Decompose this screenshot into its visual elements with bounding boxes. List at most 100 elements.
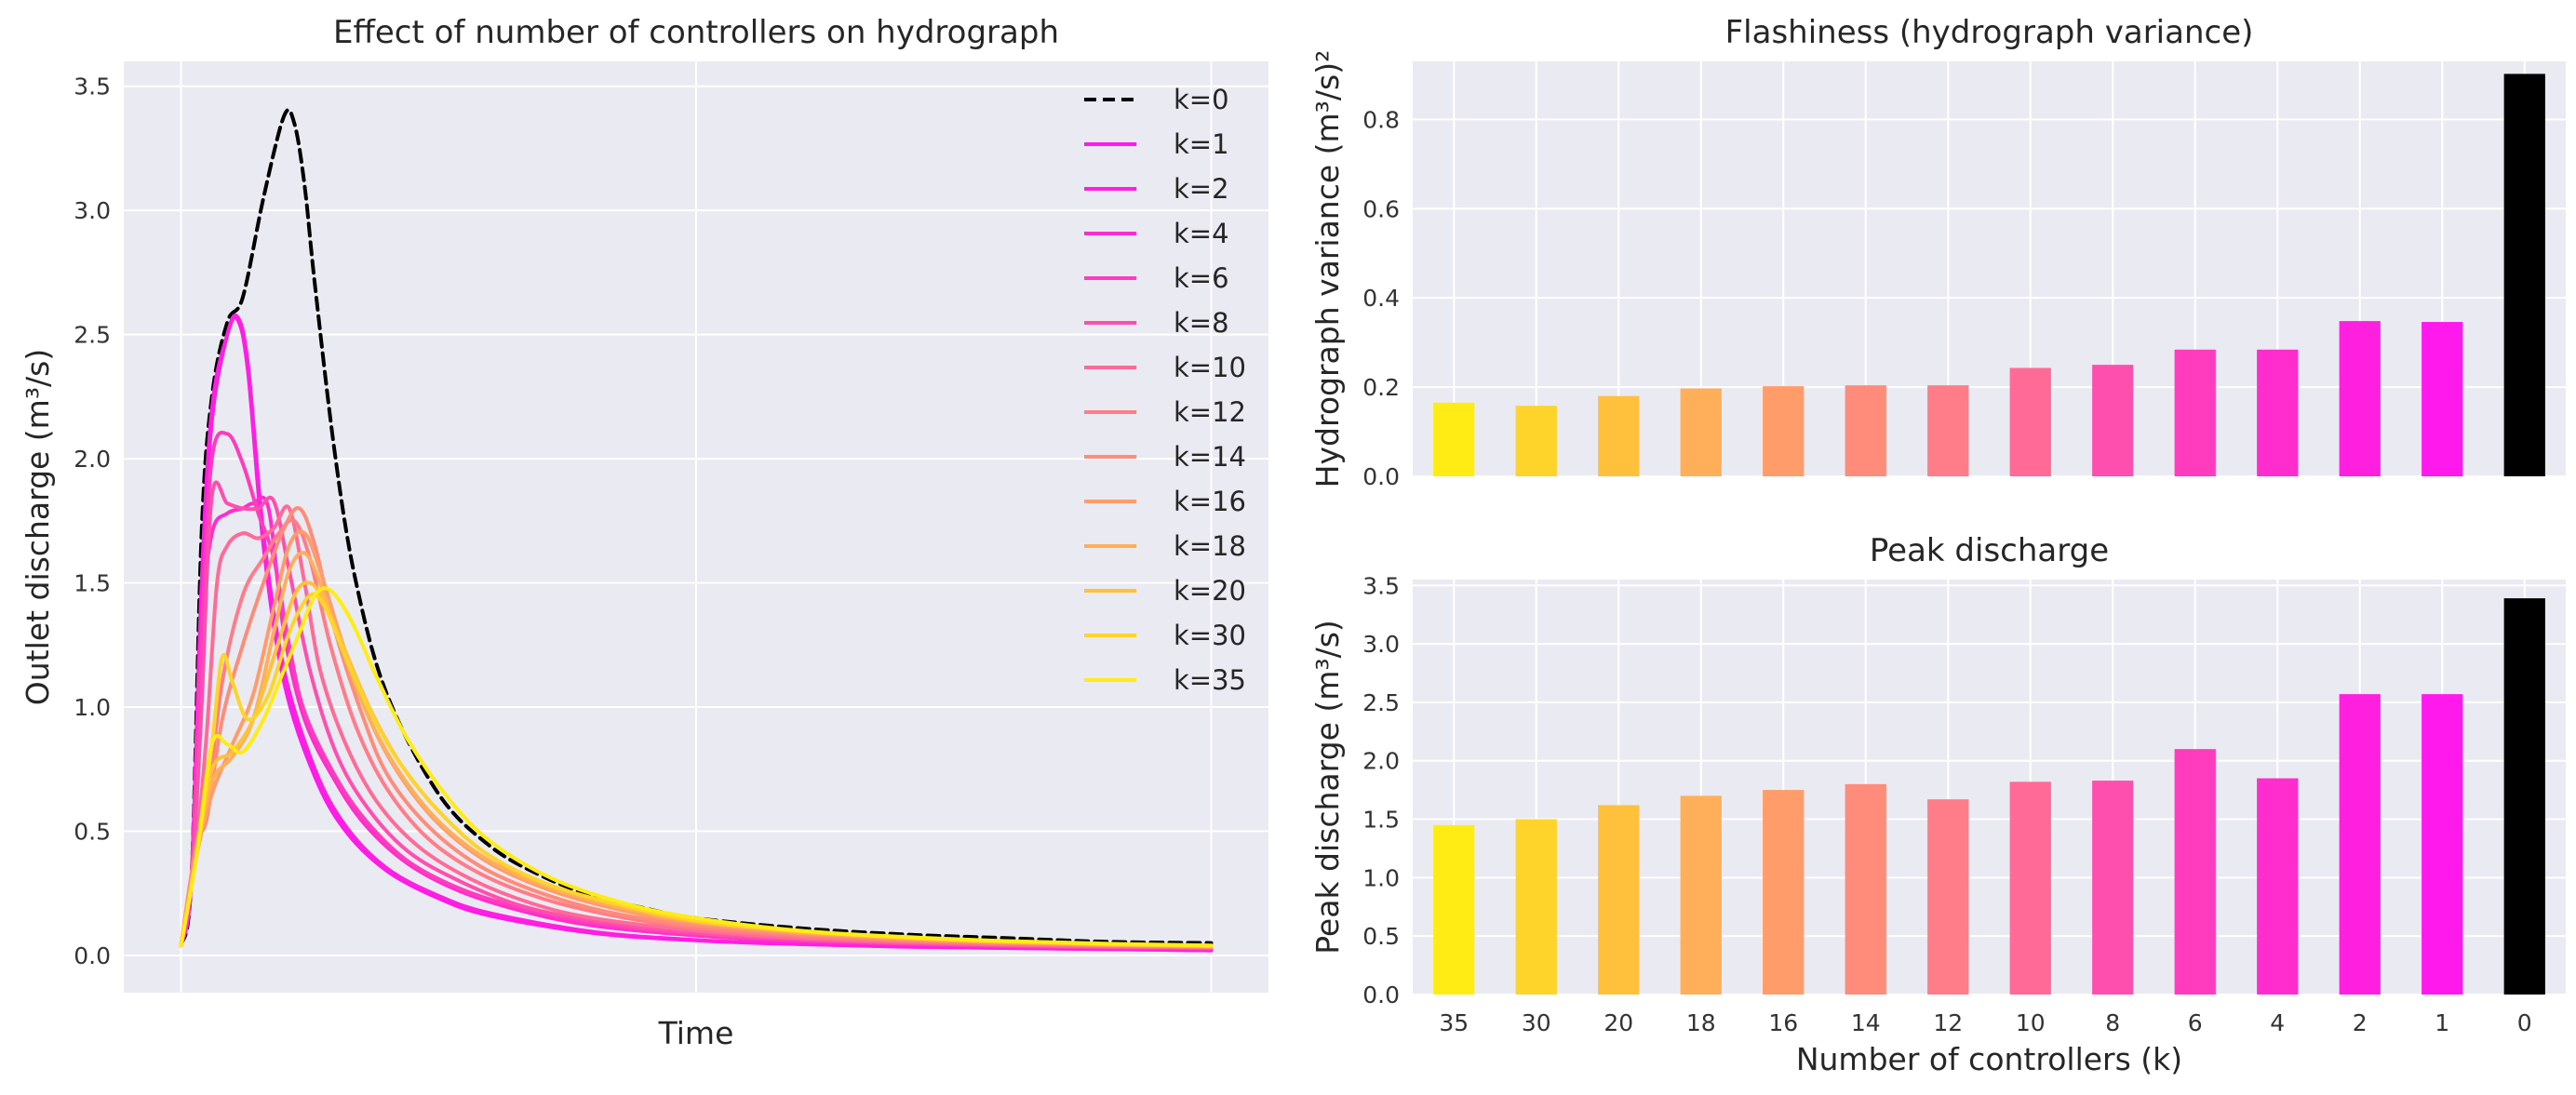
bar-k-2 (2339, 321, 2381, 476)
flashiness-y-tick-labels: 0.0 0.2 0.4 0.6 0.8 (1362, 106, 1400, 490)
flashiness-panel: 0.0 0.2 0.4 0.6 0.8 Flashiness (hydrograph v… (1309, 14, 2566, 490)
peak-discharge-x-axis-label: Number of controllers (k) (1796, 1041, 2182, 1077)
x-tick-label: 35 (1439, 1009, 1469, 1036)
bar-k-10 (2009, 367, 2051, 476)
y-tick-label: 3.5 (1362, 572, 1400, 599)
y-tick-label: 0.2 (1362, 374, 1400, 401)
bar-k-8 (2092, 781, 2134, 995)
bar-k-18 (1680, 795, 1722, 995)
bar-k-0 (2503, 73, 2545, 477)
x-tick-label: 2 (2353, 1009, 2368, 1036)
peak-discharge-x-tick-labels: 35 30 20 18 16 14 12 10 8 6 4 2 1 0 (1439, 1009, 2531, 1036)
series-line-k-2 (179, 313, 1214, 953)
y-tick-label: 2.5 (74, 322, 111, 349)
bar-k-12 (1927, 799, 1969, 995)
peak-discharge-plot-area (1413, 580, 2566, 995)
flashiness-plot-area (1413, 61, 2566, 476)
legend-label: k=20 (1174, 575, 1246, 607)
y-tick-label: 2.5 (1362, 689, 1400, 716)
y-tick-label: 0.4 (1362, 285, 1400, 312)
y-tick-label: 2.0 (1362, 748, 1400, 775)
legend-label: k=2 (1174, 173, 1229, 205)
bar-k-6 (2174, 749, 2216, 995)
hydrograph-panel: 0.0 0.5 1.0 1.5 2.0 2.5 3.0 3.5 Effect of numbe… (20, 14, 1268, 1051)
y-tick-label: 1.5 (1362, 807, 1400, 834)
x-tick-label: 16 (1768, 1009, 1798, 1036)
hydrograph-legend: k=0 k=1 k=2 k=4 k=6 k=8 k=10 k=12 k=14 k=16 k=18 k=… (1084, 84, 1246, 696)
y-tick-label: 0.6 (1362, 195, 1400, 222)
peak-discharge-bars (1433, 598, 2545, 995)
x-tick-label: 1 (2435, 1009, 2449, 1036)
x-tick-label: 12 (1933, 1009, 1963, 1036)
flashiness-title: Flashiness (hydrograph variance) (1725, 14, 2254, 51)
legend-label: k=6 (1174, 262, 1229, 294)
y-tick-label: 0.0 (74, 942, 111, 969)
x-tick-label: 4 (2270, 1009, 2285, 1036)
peak-discharge-title: Peak discharge (1870, 532, 2109, 569)
y-tick-label: 3.0 (1362, 631, 1400, 658)
x-tick-label: 30 (1522, 1009, 1551, 1036)
hydrograph-lines (179, 108, 1214, 953)
bar-k-16 (1763, 790, 1805, 995)
legend-label: k=1 (1174, 128, 1229, 160)
bar-k-10 (2009, 781, 2051, 995)
peak-discharge-y-axis-label: Peak discharge (m³/s) (1309, 620, 1346, 955)
y-tick-label: 3.5 (74, 73, 111, 100)
y-tick-label: 1.0 (1362, 864, 1400, 891)
flashiness-bars (1433, 73, 2545, 477)
flashiness-y-axis-label: Hydrograph variance (m³/s)² (1309, 50, 1346, 488)
y-tick-label: 2.0 (74, 446, 111, 473)
bar-k-2 (2339, 694, 2381, 995)
y-tick-label: 0.0 (1362, 981, 1400, 1008)
bar-k-35 (1433, 824, 1475, 995)
bar-k-8 (2092, 365, 2134, 476)
bar-k-35 (1433, 402, 1475, 476)
legend-label: k=8 (1174, 307, 1229, 339)
series-line-k-35 (179, 586, 1214, 948)
legend-label: k=30 (1174, 620, 1246, 651)
hydrograph-x-axis-label: Time (658, 1015, 734, 1051)
legend-label: k=12 (1174, 396, 1246, 428)
y-tick-label: 1.5 (74, 570, 111, 597)
legend-label: k=35 (1174, 664, 1246, 696)
x-tick-label: 20 (1603, 1009, 1633, 1036)
y-tick-label: 0.5 (1362, 923, 1400, 950)
x-tick-label: 14 (1851, 1009, 1881, 1036)
x-tick-label: 18 (1686, 1009, 1716, 1036)
x-tick-label: 10 (2016, 1009, 2046, 1036)
peak-discharge-panel: 0.00.51.01.52.02.53.03.5 35 30 20 18 16 14 12 1… (1309, 532, 2566, 1077)
y-tick-label: 0.0 (1362, 463, 1400, 490)
y-tick-label: 1.0 (74, 694, 111, 721)
bar-k-1 (2422, 694, 2463, 995)
bar-k-20 (1598, 395, 1640, 476)
legend-label: k=4 (1174, 218, 1229, 249)
bar-k-30 (1515, 819, 1557, 995)
x-tick-label: 6 (2188, 1009, 2203, 1036)
legend-label: k=10 (1174, 352, 1246, 383)
bar-k-14 (1845, 385, 1886, 476)
y-tick-label: 0.8 (1362, 106, 1400, 133)
x-tick-label: 8 (2105, 1009, 2120, 1036)
hydrograph-y-axis-label: Outlet discharge (m³/s) (20, 349, 56, 705)
hydrograph-title: Effect of number of controllers on hydro… (333, 14, 1059, 51)
bar-k-20 (1598, 805, 1640, 995)
bar-k-12 (1927, 385, 1969, 476)
bar-k-30 (1515, 406, 1557, 476)
legend-label: k=18 (1174, 530, 1246, 562)
bar-k-0 (2503, 598, 2545, 995)
legend-label: k=0 (1174, 84, 1229, 115)
bar-k-1 (2422, 322, 2463, 476)
legend-label: k=16 (1174, 486, 1246, 517)
bar-k-4 (2257, 778, 2299, 995)
bar-k-6 (2174, 349, 2216, 476)
bar-k-16 (1763, 386, 1805, 476)
y-tick-label: 0.5 (74, 818, 111, 845)
hydrograph-gridlines (124, 61, 1268, 993)
bar-k-14 (1845, 783, 1886, 995)
bar-k-4 (2257, 349, 2299, 476)
legend-label: k=14 (1174, 441, 1246, 473)
peak-discharge-y-tick-labels: 0.0 0.5 1.0 1.5 2.0 2.5 3.0 3.5 (1362, 572, 1400, 1008)
x-tick-label: 0 (2517, 1009, 2532, 1036)
bar-k-18 (1680, 388, 1722, 476)
